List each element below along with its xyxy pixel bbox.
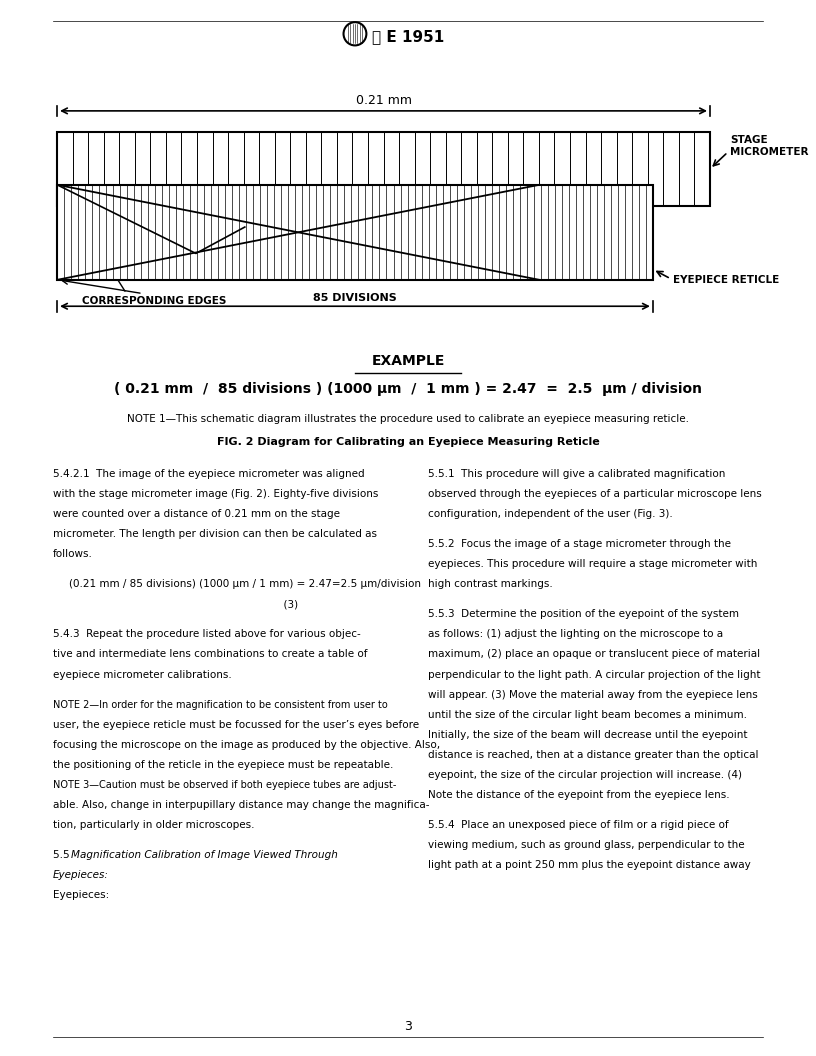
Text: 5.5.1  This procedure will give a calibrated magnification: 5.5.1 This procedure will give a calibra… xyxy=(428,469,725,478)
Text: 5.5.2  Focus the image of a stage micrometer through the: 5.5.2 Focus the image of a stage microme… xyxy=(428,539,731,549)
Text: maximum, (2) place an opaque or translucent piece of material: maximum, (2) place an opaque or transluc… xyxy=(428,649,761,659)
Text: as follows: (1) adjust the lighting on the microscope to a: as follows: (1) adjust the lighting on t… xyxy=(428,629,724,639)
Text: Initially, the size of the beam will decrease until the eyepoint: Initially, the size of the beam will dec… xyxy=(428,730,748,739)
Text: NOTE 3—Caution must be observed if both eyepiece tubes are adjust-: NOTE 3—Caution must be observed if both … xyxy=(53,780,397,790)
Text: NOTE 1—This schematic diagram illustrates the procedure used to calibrate an eye: NOTE 1—This schematic diagram illustrate… xyxy=(127,414,689,423)
Text: Eyepieces:: Eyepieces: xyxy=(53,890,109,900)
Text: EYEPIECE RETICLE: EYEPIECE RETICLE xyxy=(673,275,779,285)
Text: 3: 3 xyxy=(404,1020,412,1033)
Text: CORRESPONDING EDGES: CORRESPONDING EDGES xyxy=(82,296,226,305)
Bar xyxy=(57,132,710,206)
Text: ( 0.21 mm  /  85 divisions ) (1000 μm  /  1 mm ) = 2.47  =  2.5  μm / division: ( 0.21 mm / 85 divisions ) (1000 μm / 1 … xyxy=(114,382,702,396)
Text: were counted over a distance of 0.21 mm on the stage: were counted over a distance of 0.21 mm … xyxy=(53,509,340,518)
Text: eyepoint, the size of the circular projection will increase. (4): eyepoint, the size of the circular proje… xyxy=(428,770,743,779)
Text: perpendicular to the light path. A circular projection of the light: perpendicular to the light path. A circu… xyxy=(428,670,761,679)
Text: user, the eyepiece reticle must be focussed for the user’s eyes before: user, the eyepiece reticle must be focus… xyxy=(53,720,419,730)
Text: observed through the eyepieces of a particular microscope lens: observed through the eyepieces of a part… xyxy=(428,489,762,498)
Text: viewing medium, such as ground glass, perpendicular to the: viewing medium, such as ground glass, pe… xyxy=(428,841,745,850)
Bar xyxy=(57,185,653,280)
Text: 85 DIVISIONS: 85 DIVISIONS xyxy=(313,294,397,303)
Text: high contrast markings.: high contrast markings. xyxy=(428,579,553,589)
Text: Eyepieces:: Eyepieces: xyxy=(53,870,109,880)
Text: light path at a point 250 mm plus the eyepoint distance away: light path at a point 250 mm plus the ey… xyxy=(428,861,752,870)
Text: configuration, independent of the user (Fig. 3).: configuration, independent of the user (… xyxy=(428,509,673,518)
Text: Note the distance of the eyepoint from the eyepiece lens.: Note the distance of the eyepoint from t… xyxy=(428,790,730,799)
Text: follows.: follows. xyxy=(53,549,93,559)
Text: eyepieces. This procedure will require a stage micrometer with: eyepieces. This procedure will require a… xyxy=(428,560,758,569)
Text: tive and intermediate lens combinations to create a table of: tive and intermediate lens combinations … xyxy=(53,649,367,659)
Text: able. Also, change in interpupillary distance may change the magnifica-: able. Also, change in interpupillary dis… xyxy=(53,800,429,810)
Text: 5.4.2.1  The image of the eyepiece micrometer was aligned: 5.4.2.1 The image of the eyepiece microm… xyxy=(53,469,365,478)
Text: (0.21 mm / 85 divisions) (1000 μm / 1 mm) = 2.47=2.5 μm/division: (0.21 mm / 85 divisions) (1000 μm / 1 mm… xyxy=(69,579,421,589)
Text: will appear. (3) Move the material away from the eyepiece lens: will appear. (3) Move the material away … xyxy=(428,690,758,699)
Text: until the size of the circular light beam becomes a minimum.: until the size of the circular light bea… xyxy=(428,710,747,719)
Text: 5.5: 5.5 xyxy=(53,850,73,860)
Text: FIG. 2 Diagram for Calibrating an Eyepiece Measuring Reticle: FIG. 2 Diagram for Calibrating an Eyepie… xyxy=(216,437,600,447)
Text: Ⓐ E 1951: Ⓐ E 1951 xyxy=(372,30,444,44)
Text: eyepiece micrometer calibrations.: eyepiece micrometer calibrations. xyxy=(53,670,232,679)
Text: the positioning of the reticle in the eyepiece must be repeatable.: the positioning of the reticle in the ey… xyxy=(53,760,393,770)
Text: with the stage micrometer image (Fig. 2). Eighty-five divisions: with the stage micrometer image (Fig. 2)… xyxy=(53,489,379,498)
Text: tion, particularly in older microscopes.: tion, particularly in older microscopes. xyxy=(53,821,255,830)
Text: 5.4.3  Repeat the procedure listed above for various objec-: 5.4.3 Repeat the procedure listed above … xyxy=(53,629,361,639)
Text: 5.5.3  Determine the position of the eyepoint of the system: 5.5.3 Determine the position of the eyep… xyxy=(428,609,739,619)
Text: (3): (3) xyxy=(69,600,299,609)
Text: distance is reached, then at a distance greater than the optical: distance is reached, then at a distance … xyxy=(428,750,759,759)
Text: micrometer. The length per division can then be calculated as: micrometer. The length per division can … xyxy=(53,529,377,539)
Text: NOTE 2—In order for the magnification to be consistent from user to: NOTE 2—In order for the magnification to… xyxy=(53,700,388,710)
Text: Magnification Calibration of Image Viewed Through: Magnification Calibration of Image Viewe… xyxy=(71,850,338,860)
Text: focusing the microscope on the image as produced by the objective. Also,: focusing the microscope on the image as … xyxy=(53,740,440,750)
Text: STAGE
MICROMETER: STAGE MICROMETER xyxy=(730,135,809,156)
Text: EXAMPLE: EXAMPLE xyxy=(371,354,445,367)
Text: 5.5.4  Place an unexposed piece of film or a rigid piece of: 5.5.4 Place an unexposed piece of film o… xyxy=(428,821,729,830)
Text: 0.21 mm: 0.21 mm xyxy=(356,94,411,107)
